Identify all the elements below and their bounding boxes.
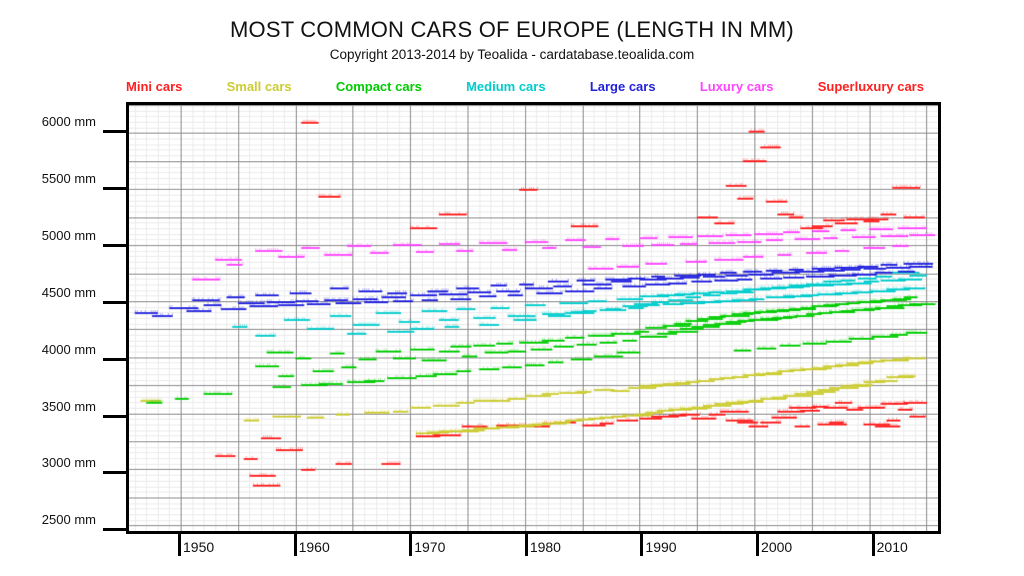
x-axis-label: 1960 <box>298 539 330 555</box>
y-axis-label: 5500 mm <box>41 171 96 187</box>
y-axis-tick <box>103 130 129 134</box>
y-axis-label: 5000 mm <box>41 228 96 244</box>
y-axis-tick <box>103 471 129 475</box>
y-axis-label: 4500 mm <box>41 284 96 300</box>
y-axis-label: 6000 mm <box>41 114 96 130</box>
x-axis-tick <box>524 534 528 556</box>
y-axis-tick <box>103 357 129 361</box>
chart-subtitle: Copyright 2013-2014 by Teoalida - cardat… <box>329 47 695 62</box>
legend-item-superluxury-cars[interactable]: Superluxury cars <box>817 79 924 94</box>
x-axis-tick <box>871 534 875 556</box>
x-axis-tick <box>756 534 760 556</box>
x-axis-label: 1950 <box>183 539 215 555</box>
x-axis-label: 1990 <box>645 539 677 555</box>
y-axis-tick <box>103 528 129 532</box>
x-axis-label: 2000 <box>761 539 793 555</box>
y-axis-tick <box>103 414 129 418</box>
y-axis-tick <box>103 300 129 304</box>
x-axis-label: 1970 <box>414 539 446 555</box>
y-axis-tick <box>103 244 129 248</box>
y-axis-label: 2500 mm <box>41 512 96 528</box>
legend-item-mini-cars[interactable]: Mini cars <box>126 79 183 94</box>
y-axis-label: 3000 mm <box>41 455 96 471</box>
legend-item-small-cars[interactable]: Small cars <box>226 79 292 94</box>
data-marks-layer <box>129 105 938 531</box>
x-axis-tick <box>409 534 413 556</box>
x-axis-label: 2010 <box>876 539 908 555</box>
x-axis-tick <box>178 534 182 556</box>
y-axis-tick <box>103 187 129 191</box>
legend-item-medium-cars[interactable]: Medium cars <box>466 79 546 94</box>
y-axis-label: 3500 mm <box>41 398 96 414</box>
y-axis-label: 4000 mm <box>41 341 96 357</box>
x-axis-tick <box>293 534 297 556</box>
plot-area <box>126 102 941 534</box>
x-axis-tick <box>640 534 644 556</box>
legend-item-compact-cars[interactable]: Compact cars <box>335 79 422 94</box>
legend-item-large-cars[interactable]: Large cars <box>589 79 656 94</box>
chart-legend: Mini cars Small cars Compact cars Medium ca… <box>126 79 942 94</box>
legend-item-luxury-cars[interactable]: Luxury cars <box>699 79 774 94</box>
x-axis-label: 1980 <box>529 539 561 555</box>
chart-title: MOST COMMON CARS OF EUROPE (LENGTH IN MM… <box>230 17 794 42</box>
